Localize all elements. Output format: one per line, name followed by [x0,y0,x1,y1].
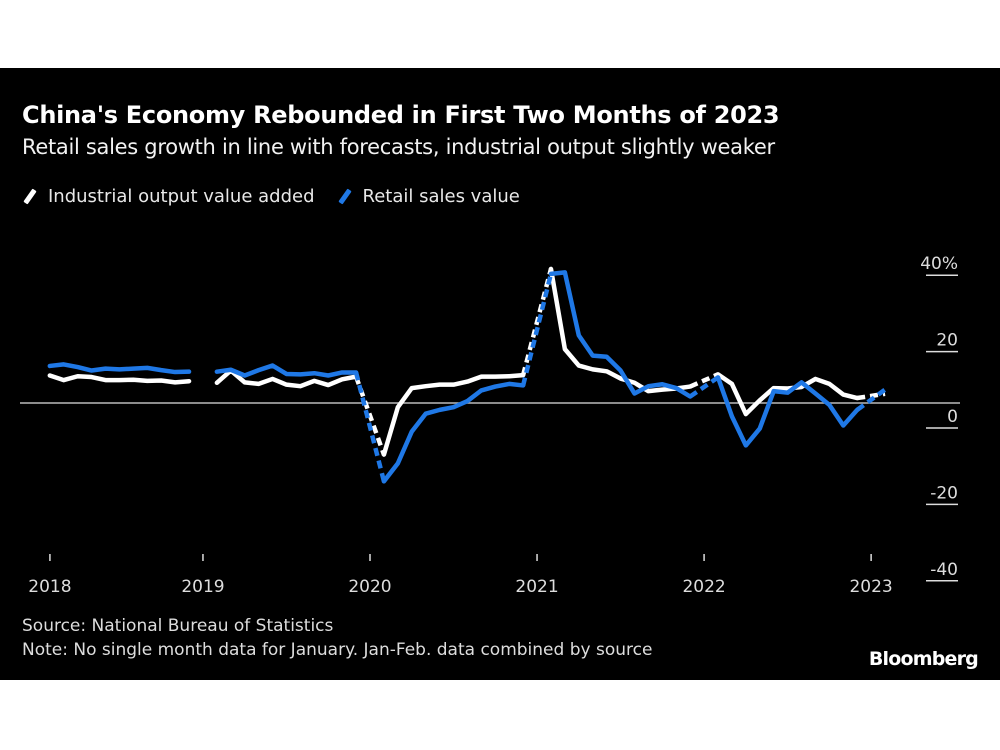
series-line-industrial [214,368,359,389]
x-tick-label: 2020 [348,577,391,597]
y-tick-label: 0 [947,407,958,427]
legend: Industrial output value added Retail sal… [22,186,520,207]
chart-panel: China's Economy Rebounded in First Two M… [0,68,1000,680]
series-line-retail [715,375,860,448]
series-gap-dashed-industrial [856,391,886,401]
line-chart: 40% 20 0 -20 -40 2018 2019 2020 2021 2022 2023 [20,254,960,597]
x-tick-label: 2018 [28,577,71,597]
x-tick-label: 2022 [682,577,725,597]
series-line-retail [548,270,693,399]
series-line-retail [47,362,192,375]
series-line-industrial [47,373,192,385]
series-line-industrial [381,372,526,457]
series-line-retail [214,363,359,378]
legend-label: Industrial output value added [48,186,315,207]
source-note: Source: National Bureau of Statistics [22,616,334,636]
series-gap-dashed-retail [520,273,554,386]
legend-item-retail: Retail sales value [337,186,520,207]
series-gap-dashed-industrial [520,268,554,376]
series-line-retail [381,381,526,484]
bloomberg-logo: Bloomberg [868,648,979,670]
legend-item-industrial: Industrial output value added [22,186,315,207]
x-tick-label: 2023 [849,577,892,597]
y-tick-label: 20 [936,331,958,351]
x-tick-label: 2019 [181,577,224,597]
x-tick-label: 2021 [515,577,558,597]
series-gap-dashed-industrial [689,372,719,389]
chart-subtitle: Retail sales growth in line with forecas… [22,135,775,159]
y-tick-label: -20 [930,483,958,503]
y-tick-label: 40% [920,254,958,274]
series-gap-dashed-retail [688,375,720,399]
series-line-industrial [715,372,860,417]
series-gap-dashed-retail [855,387,887,412]
y-tick-label: -40 [930,560,958,580]
footnote: Note: No single month data for January. … [22,640,653,660]
series-line-industrial [548,266,693,394]
series-gap-dashed-retail [353,371,387,482]
legend-label: Retail sales value [362,186,520,207]
chart-title: China's Economy Rebounded in First Two M… [22,101,780,129]
